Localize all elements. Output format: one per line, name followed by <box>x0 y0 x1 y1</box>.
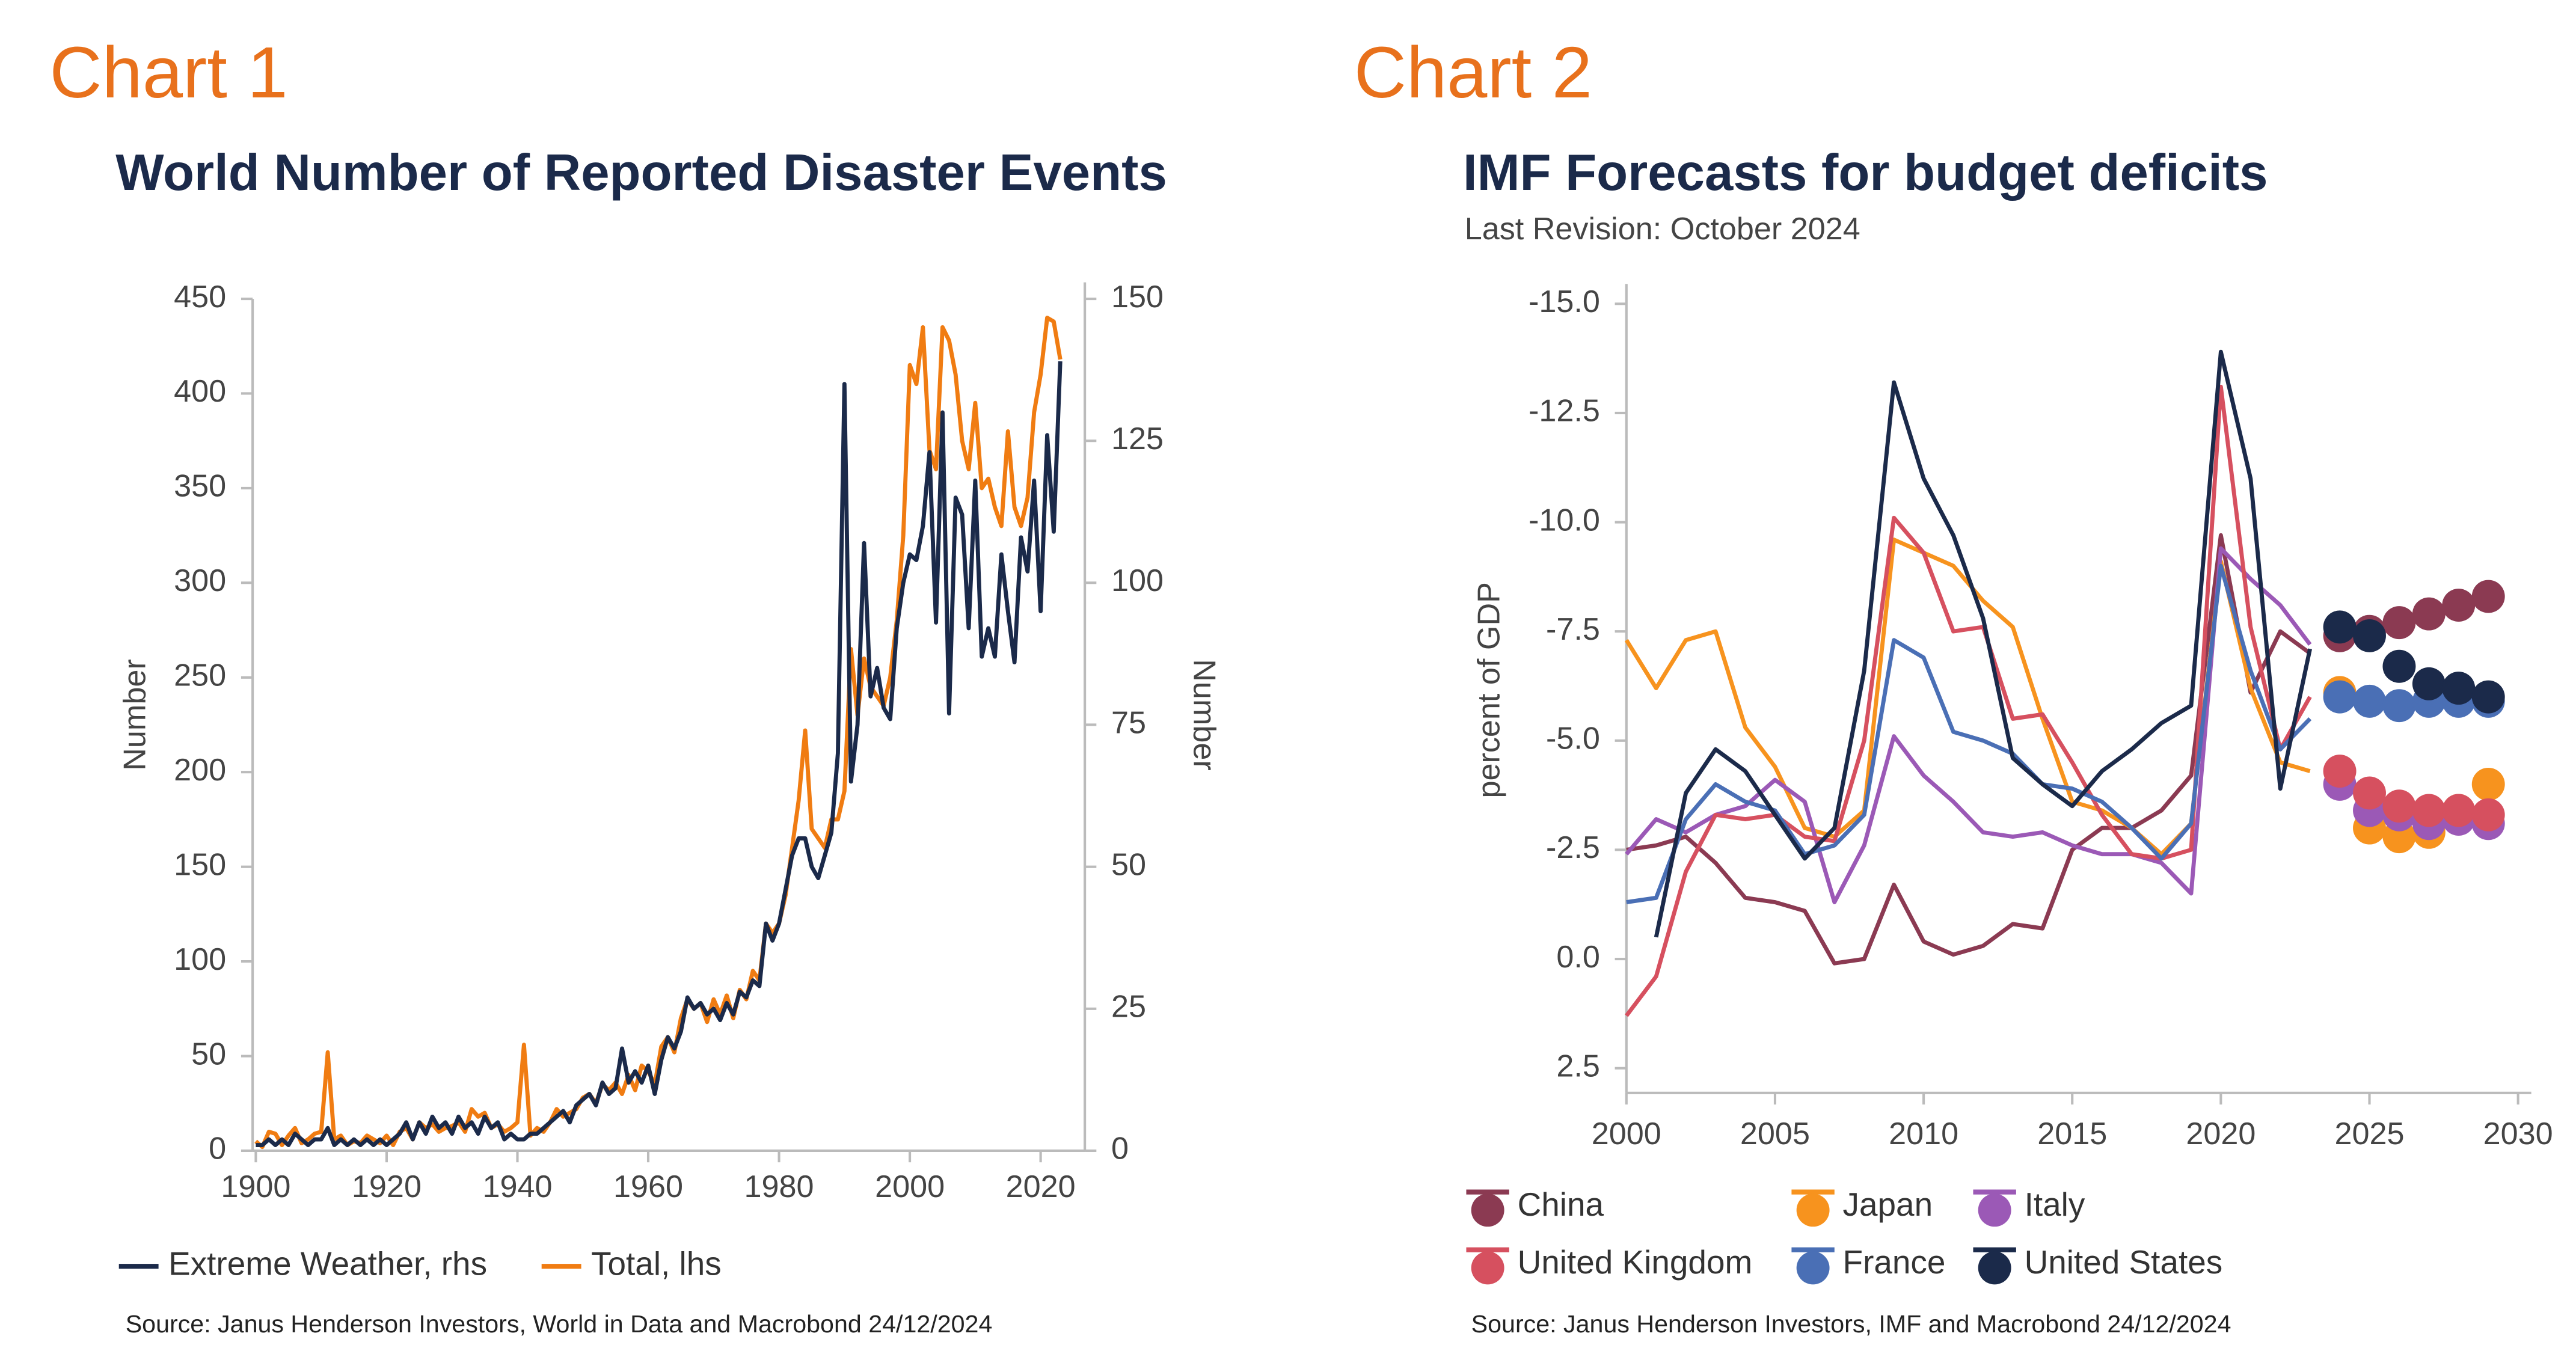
x-tick-label: 1920 <box>352 1169 422 1204</box>
y-tick-label: 400 <box>174 374 226 409</box>
chart-label: Chart 1 <box>49 32 288 114</box>
legend-label: Total, lhs <box>591 1245 722 1282</box>
forecast-point <box>2471 767 2505 801</box>
forecast-point <box>2353 776 2386 810</box>
subtitle: Last Revision: October 2024 <box>1465 212 1860 247</box>
y-tick-label: -10.0 <box>1529 503 1600 538</box>
x-tick-label: 2020 <box>2186 1116 2256 1151</box>
x-tick-label: 1960 <box>613 1169 683 1204</box>
x-tick-label: 1940 <box>482 1169 552 1204</box>
legend-label: United Kingdom <box>1518 1243 1753 1281</box>
forecast-point <box>2323 610 2357 644</box>
chart-title: World Number of Reported Disaster Events <box>115 143 1167 202</box>
y2-tick-label: 25 <box>1111 990 1146 1024</box>
legend-label: France <box>1843 1243 1946 1281</box>
y-tick-label: -12.5 <box>1529 394 1600 429</box>
y2-axis-label: Number <box>1186 659 1221 771</box>
y2-tick-label: 150 <box>1111 280 1164 314</box>
forecast-point <box>2382 649 2416 683</box>
forecast-point <box>2382 606 2416 640</box>
y2-tick-label: 100 <box>1111 563 1164 598</box>
series-line <box>1654 349 2313 938</box>
y-tick-label: 2.5 <box>1556 1049 1600 1083</box>
y-tick-label: 50 <box>191 1037 226 1071</box>
legend-swatch <box>1978 1193 2011 1227</box>
y-axis-label: Number <box>118 659 153 771</box>
forecast-point <box>2442 589 2476 622</box>
x-tick-label: 1900 <box>221 1169 290 1204</box>
y-tick-label: -7.5 <box>1546 612 1600 647</box>
x-tick-label: 2015 <box>2037 1116 2107 1151</box>
y-tick-label: 100 <box>174 942 226 977</box>
x-tick-label: 2030 <box>2483 1116 2553 1151</box>
y2-tick-label: 50 <box>1111 847 1146 882</box>
x-tick-label: 2000 <box>875 1169 945 1204</box>
y-tick-label: 250 <box>174 658 226 693</box>
forecast-point <box>2412 597 2446 631</box>
y2-tick-label: 0 <box>1111 1132 1129 1166</box>
forecast-point <box>2382 789 2416 823</box>
y-tick-label: -2.5 <box>1546 830 1600 865</box>
series-line <box>1625 546 2312 905</box>
y-tick-label: -15.0 <box>1529 284 1600 319</box>
y-tick-label: 0.0 <box>1556 940 1600 975</box>
y-tick-label: 300 <box>174 563 226 598</box>
forecast-point <box>2471 580 2505 613</box>
y2-tick-label: 75 <box>1111 705 1146 740</box>
series-line <box>1626 563 2312 904</box>
legend-label: United States <box>2025 1243 2223 1281</box>
x-tick-label: 2025 <box>2334 1116 2404 1151</box>
y-tick-label: 450 <box>174 280 226 314</box>
legend-swatch <box>1796 1193 1830 1227</box>
source: Source: Janus Henderson Investors, IMF a… <box>1471 1310 2231 1338</box>
y-tick-label: 0 <box>209 1132 226 1166</box>
x-tick-label: 2000 <box>1592 1116 1661 1151</box>
y-tick-label: 350 <box>174 469 226 504</box>
series-line <box>256 361 1063 1147</box>
y-tick-label: 200 <box>174 753 226 788</box>
forecast-point <box>2471 680 2505 714</box>
chart-label: Chart 2 <box>1354 32 1592 114</box>
legend-swatch <box>1796 1251 1830 1285</box>
y2-tick-label: 125 <box>1111 421 1164 456</box>
forecast-point <box>2412 667 2446 700</box>
y-tick-label: -5.0 <box>1546 721 1600 756</box>
forecast-point <box>2353 619 2386 652</box>
legend-label: China <box>1518 1186 1604 1223</box>
forecast-point <box>2323 680 2357 714</box>
forecast-point <box>2353 684 2386 718</box>
legend-label: Extreme Weather, rhs <box>168 1245 487 1282</box>
series-line <box>1626 533 2311 966</box>
y-axis-label: percent of GDP <box>1471 582 1506 798</box>
x-tick-label: 1980 <box>744 1169 814 1204</box>
legend-label: Italy <box>2025 1186 2085 1223</box>
legend-swatch <box>1978 1251 2011 1285</box>
forecast-point <box>2442 672 2476 705</box>
legend-swatch <box>1471 1251 1504 1285</box>
x-tick-label: 2010 <box>1889 1116 1958 1151</box>
chart-title: IMF Forecasts for budget deficits <box>1462 143 2268 202</box>
legend-swatch <box>1471 1193 1504 1227</box>
forecast-point <box>2442 794 2476 827</box>
x-tick-label: 2020 <box>1006 1169 1076 1204</box>
forecast-point <box>2412 794 2446 827</box>
forecast-point <box>2323 755 2357 788</box>
forecast-point <box>2471 798 2505 832</box>
forecast-point <box>2382 689 2416 723</box>
source: Source: Janus Henderson Investors, World… <box>126 1310 993 1338</box>
x-tick-label: 2005 <box>1740 1116 1810 1151</box>
legend-label: Japan <box>1843 1186 1933 1223</box>
y-tick-label: 150 <box>174 847 226 882</box>
